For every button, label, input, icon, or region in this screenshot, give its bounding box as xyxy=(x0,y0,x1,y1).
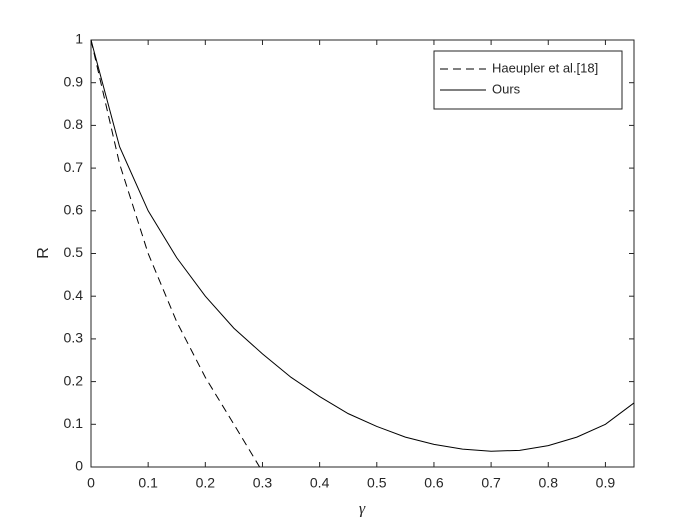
x-tick-label: 0.2 xyxy=(196,475,216,491)
y-tick-label: 0.8 xyxy=(64,116,84,132)
x-tick-label: 0.1 xyxy=(138,475,158,491)
x-tick-label: 0.6 xyxy=(424,475,444,491)
legend-box xyxy=(433,50,623,110)
y-tick-label: 0.7 xyxy=(64,159,84,175)
y-tick-label: 0.2 xyxy=(64,372,84,388)
y-tick-label: 0.1 xyxy=(64,415,84,431)
x-tick-label: 0.8 xyxy=(539,475,559,491)
y-tick-label: 0 xyxy=(75,458,83,474)
series-line xyxy=(90,39,635,452)
y-tick-label: 1 xyxy=(75,31,83,47)
y-tick-label: 0.5 xyxy=(64,244,84,260)
x-tick-label: 0.4 xyxy=(310,475,330,491)
x-tick-label: 0 xyxy=(87,475,95,491)
x-tick-label: 0.5 xyxy=(367,475,387,491)
x-tick-label: 0.7 xyxy=(481,475,501,491)
y-tick-label: 0.9 xyxy=(64,73,84,89)
x-tick-label: 0.9 xyxy=(596,475,616,491)
x-axis-label: γ xyxy=(359,501,366,518)
y-tick-label: 0.6 xyxy=(64,202,84,218)
legend-label: Haeupler et al.[18] xyxy=(492,60,598,75)
legend-label: Ours xyxy=(492,81,521,96)
y-tick-label: 0.4 xyxy=(64,287,84,303)
x-tick-label: 0.3 xyxy=(253,475,273,491)
y-tick-label: 0.3 xyxy=(64,330,84,346)
y-axis-label: R xyxy=(35,247,52,259)
